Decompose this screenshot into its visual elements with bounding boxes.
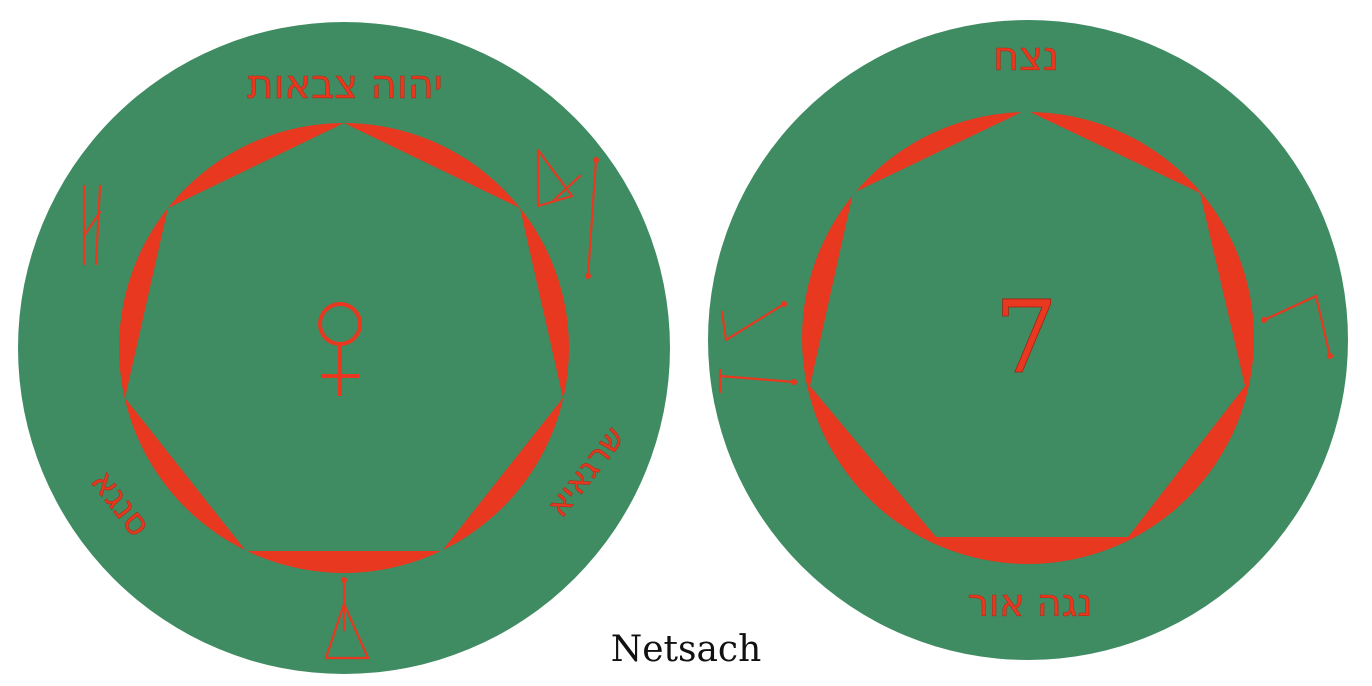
right-disc-sigil-left — [718, 301, 797, 394]
right-disc-sigil-right — [1261, 294, 1333, 359]
right-disc-center-number: 7 — [994, 279, 1058, 396]
left-disc-top-text: יהוה צבאות — [247, 62, 443, 108]
left-disc: יהוה צבאות סנגא שרגאיא — [18, 22, 670, 674]
left-disc-sigil-bottom — [324, 577, 370, 660]
venus-symbol-icon — [318, 302, 362, 396]
right-disc-top-text: נצח — [993, 34, 1059, 80]
left-disc-sigil-left — [82, 184, 102, 266]
right-heptagon — [810, 110, 1245, 537]
left-disc-sigil-upper-right — [536, 148, 599, 279]
plate-caption: Netsach — [610, 629, 762, 670]
right-disc: נצח נגה אור 7 — [708, 20, 1348, 660]
right-disc-bottom-text: נגה אור — [968, 581, 1093, 625]
left-heptagon — [125, 123, 563, 551]
